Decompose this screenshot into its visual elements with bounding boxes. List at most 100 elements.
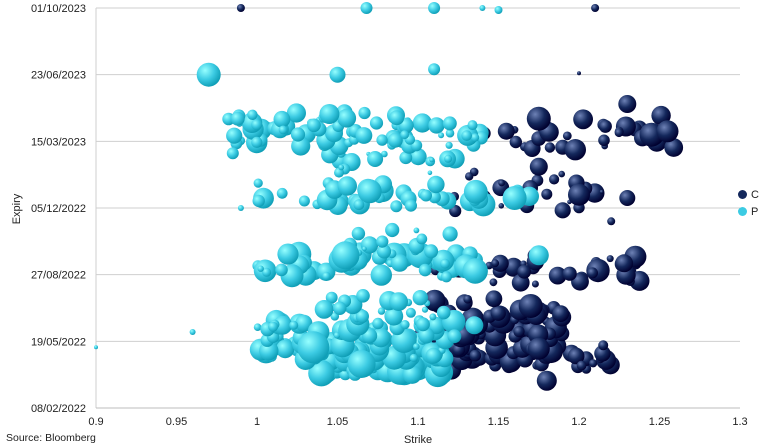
y-axis-title: Expiry xyxy=(11,193,23,224)
axes xyxy=(95,8,740,409)
bubble-p xyxy=(275,263,288,277)
bubble-p xyxy=(387,132,403,148)
bubble-p xyxy=(319,104,340,124)
bubble-c xyxy=(423,289,446,312)
legend-item-c: C xyxy=(738,186,759,203)
bubble-c xyxy=(236,4,245,12)
bubble-p xyxy=(502,186,527,210)
bubble-p xyxy=(189,329,196,335)
bubble-p xyxy=(429,157,435,163)
bubble-c xyxy=(552,305,570,322)
bubble-p xyxy=(277,243,299,265)
bubble-p xyxy=(467,120,478,131)
bubble-c xyxy=(615,254,634,273)
bubble-p xyxy=(333,332,341,339)
bubble-p xyxy=(308,360,335,387)
bubble-p xyxy=(338,164,345,171)
bubble-p xyxy=(428,2,441,14)
bubble-c xyxy=(577,71,581,76)
bubble-p xyxy=(257,265,264,272)
bubble-p xyxy=(295,314,313,332)
x-tick-label: 1.1 xyxy=(410,416,425,428)
bubble-c xyxy=(558,170,565,178)
bubble-p xyxy=(253,323,262,332)
bubble-p xyxy=(253,178,263,188)
bubble-p xyxy=(424,244,439,259)
bubble-p xyxy=(389,292,408,311)
bubbles xyxy=(94,2,684,391)
bubble-p xyxy=(421,306,429,313)
bubble-p xyxy=(442,116,457,131)
bubble-p xyxy=(412,113,432,133)
bubble-c xyxy=(562,266,577,281)
bubble-p xyxy=(528,245,549,266)
bubble-c xyxy=(594,345,611,362)
y-tick-label: 23/06/2023 xyxy=(31,70,86,82)
bubble-c xyxy=(564,139,586,161)
bubble-p xyxy=(355,127,373,144)
bubble-p xyxy=(416,317,430,332)
bubble-p xyxy=(428,63,441,76)
bubble-c xyxy=(536,370,557,391)
bubble-p xyxy=(252,194,265,208)
bubble-c xyxy=(463,294,473,304)
bubble-p xyxy=(479,5,486,11)
bubble-c xyxy=(531,280,539,288)
bubble-c xyxy=(497,122,515,140)
bubble-p xyxy=(325,291,338,304)
bubble-c xyxy=(573,109,593,130)
bubble-c xyxy=(618,95,637,113)
bubble-p xyxy=(427,175,445,194)
bubble-p xyxy=(337,176,357,196)
bubble-p xyxy=(329,66,346,83)
bubble-c xyxy=(509,135,522,149)
bubble-c xyxy=(589,359,598,368)
bubble-p xyxy=(251,136,263,148)
bubble-p xyxy=(463,179,488,204)
bubble-p xyxy=(351,226,366,241)
bubble-p xyxy=(360,2,373,14)
bubble-p xyxy=(355,309,369,323)
y-tick-label: 15/03/2023 xyxy=(31,136,86,148)
bubble-p xyxy=(226,147,239,160)
bubble-p xyxy=(356,289,370,303)
bubble-p xyxy=(353,199,365,211)
bubble-p xyxy=(337,108,357,128)
bubble-p xyxy=(425,347,442,364)
bubble-p xyxy=(413,343,420,350)
bubble-c xyxy=(607,217,616,226)
bubble-p xyxy=(409,353,418,362)
bubble-p xyxy=(331,241,360,270)
bubble-p xyxy=(428,117,445,134)
bubble-p xyxy=(427,170,433,176)
legend-swatch-p xyxy=(738,207,747,216)
bubble-p xyxy=(389,110,405,126)
bubble-c xyxy=(498,179,505,187)
bubble-p xyxy=(297,331,330,364)
bubble-p xyxy=(405,307,416,318)
bubble-p xyxy=(230,111,245,126)
bubble-p xyxy=(418,327,435,344)
bubble-c xyxy=(490,305,506,321)
bubble-p xyxy=(322,271,331,281)
tick-labels: 08/02/2022 19/05/2022 27/08/2022 05/12/2022… xyxy=(31,3,748,428)
bubble-p xyxy=(289,320,299,330)
bubble-p xyxy=(360,236,379,254)
bubble-p xyxy=(376,134,388,146)
bubble-c xyxy=(614,128,624,138)
bubble-p xyxy=(416,233,428,245)
bubble-c xyxy=(469,349,482,362)
bubble-p xyxy=(444,154,453,163)
bubble-p xyxy=(377,307,386,315)
bubble-c xyxy=(527,337,550,360)
bubble-p xyxy=(429,313,437,321)
bubble-p xyxy=(436,305,451,320)
y-tick-label: 01/10/2023 xyxy=(31,3,86,15)
bubble-p xyxy=(298,195,310,207)
bubble-c xyxy=(489,278,498,287)
bubble-p xyxy=(196,62,221,87)
bubble-p xyxy=(357,179,382,204)
bubble-p xyxy=(314,300,334,319)
legend: C P xyxy=(738,186,759,220)
x-tick-label: 0.9 xyxy=(88,416,103,428)
